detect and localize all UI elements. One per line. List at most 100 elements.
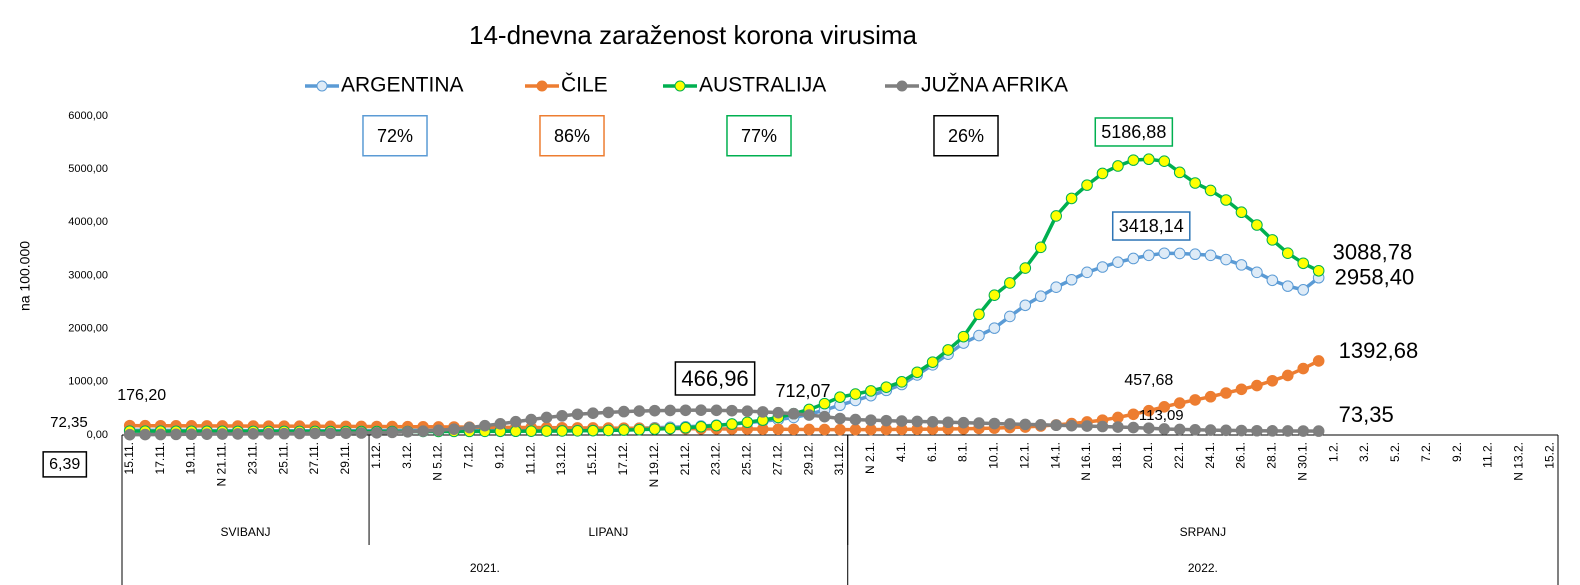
data-point xyxy=(1251,379,1263,392)
data-point xyxy=(1204,249,1217,262)
y-tick-label: 5000,00 xyxy=(68,163,108,175)
data-point xyxy=(988,289,1001,301)
data-point xyxy=(1143,153,1155,166)
data-point xyxy=(648,404,661,417)
data-point xyxy=(1297,362,1310,375)
data-point xyxy=(772,406,785,419)
data-point xyxy=(1312,425,1325,437)
data-point xyxy=(695,420,707,433)
data-point xyxy=(324,427,337,440)
data-point xyxy=(1204,390,1217,403)
data-label: 72,35 xyxy=(50,414,88,431)
x-tick-label: 12.1. xyxy=(1017,442,1031,469)
data-point xyxy=(587,407,599,420)
badge-box xyxy=(726,115,792,157)
data-point xyxy=(1266,234,1279,246)
data-point xyxy=(664,422,676,435)
x-tick-label: N 16.1. xyxy=(1079,442,1093,481)
data-point xyxy=(463,421,476,434)
data-point xyxy=(1127,408,1140,421)
data-point xyxy=(988,417,1001,430)
data-point xyxy=(509,415,522,428)
data-point xyxy=(880,381,893,393)
data-point xyxy=(1235,424,1248,437)
data-point xyxy=(1096,167,1109,180)
data-point xyxy=(1297,257,1310,270)
x-tick-label: 10.1. xyxy=(987,442,1001,469)
data-label: 2958,40 xyxy=(1335,265,1415,290)
data-label: 1392,68 xyxy=(1339,338,1419,363)
data-point xyxy=(1297,284,1310,296)
data-point xyxy=(957,416,970,429)
data-point xyxy=(448,423,460,435)
data-point xyxy=(1173,423,1186,436)
data-point xyxy=(1251,219,1263,231)
badge-label: 77% xyxy=(741,126,777,146)
x-tick-label: 9.12. xyxy=(492,442,506,469)
data-point xyxy=(1019,299,1032,312)
x-tick-label: 4.1. xyxy=(894,442,908,462)
data-point xyxy=(973,329,985,342)
data-point xyxy=(216,428,229,440)
data-point xyxy=(525,425,537,437)
data-point xyxy=(664,404,676,417)
data-point xyxy=(602,424,615,437)
data-point xyxy=(1081,266,1093,279)
x-tick-label: N 19.12. xyxy=(647,442,661,487)
x-tick-label: 21.12. xyxy=(678,442,692,475)
data-point xyxy=(726,418,738,430)
data-point xyxy=(772,423,785,436)
x-tick-label: 20.1. xyxy=(1141,442,1155,469)
x-tick-label: 15.2. xyxy=(1542,442,1556,469)
legend-label: ČILE xyxy=(561,74,608,97)
y-tick-label: 0,00 xyxy=(87,429,108,441)
data-point xyxy=(988,322,1001,334)
data-point xyxy=(525,413,537,426)
legend-label: JUŽNA AFRIKA xyxy=(921,74,1068,97)
x-tick-label: 8.1. xyxy=(956,442,970,462)
data-point xyxy=(587,424,599,437)
data-point xyxy=(1034,241,1047,254)
data-label-box xyxy=(674,361,756,396)
data-point xyxy=(154,428,167,441)
data-point xyxy=(834,391,846,403)
data-point xyxy=(1081,420,1093,432)
x-tick-label: 23.11. xyxy=(245,442,259,474)
data-point xyxy=(1004,277,1016,289)
x-tick-label: 9.2. xyxy=(1450,442,1464,462)
data-point xyxy=(123,428,136,441)
x-tick-label: N 13.2. xyxy=(1512,442,1526,481)
data-point xyxy=(911,366,924,379)
legend-marker xyxy=(674,80,686,92)
data-point xyxy=(1266,425,1279,437)
data-point xyxy=(942,416,954,429)
data-point xyxy=(602,406,615,419)
data-point xyxy=(834,412,846,425)
data-point xyxy=(880,414,893,427)
data-label: 5186,88 xyxy=(1101,122,1166,142)
data-point xyxy=(1204,424,1217,436)
data-point xyxy=(849,388,862,400)
x-tick-label: 19.11. xyxy=(184,442,198,474)
data-point xyxy=(1158,401,1171,413)
x-tick-label: 14.1. xyxy=(1048,442,1062,469)
group-label: SVIBANJ xyxy=(221,525,271,539)
data-point xyxy=(278,427,290,440)
data-point xyxy=(509,425,522,438)
data-point xyxy=(1173,397,1186,409)
x-tick-label: 24.1. xyxy=(1203,442,1217,469)
data-point xyxy=(1050,210,1062,222)
data-point xyxy=(633,423,646,436)
data-point xyxy=(633,405,646,417)
data-label: 712,07 xyxy=(775,381,830,401)
y-tick-label: 1000,00 xyxy=(68,376,108,388)
data-label: 6,39 xyxy=(49,456,80,473)
x-tick-label: 18.1. xyxy=(1110,442,1124,469)
x-tick-label: 28.1. xyxy=(1265,442,1279,469)
data-point xyxy=(818,397,831,410)
data-label: 3418,14 xyxy=(1119,216,1184,236)
data-point xyxy=(1143,404,1155,417)
data-point xyxy=(1297,425,1310,437)
data-label: 457,68 xyxy=(1124,372,1173,389)
